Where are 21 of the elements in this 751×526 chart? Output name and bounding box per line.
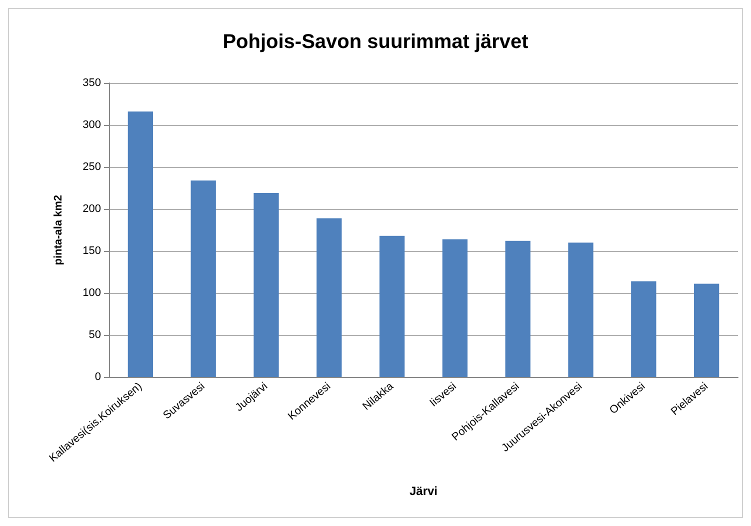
bar: [568, 242, 594, 377]
chart-title: Pohjois-Savon suurimmat järvet: [222, 31, 529, 53]
bar: [128, 112, 154, 377]
bar: [190, 180, 216, 377]
bar: [254, 193, 279, 377]
x-axis-title: Järvi: [409, 484, 438, 498]
y-tick-label: 0: [94, 371, 101, 383]
y-tick-label: 250: [82, 161, 101, 173]
bar: [316, 218, 342, 377]
y-tick-label: 200: [82, 203, 101, 215]
y-tick-label: 300: [82, 119, 101, 131]
y-tick-label: 100: [82, 287, 101, 299]
y-axis-title: pinta-ala km2: [52, 194, 64, 266]
y-tick-label: 150: [82, 245, 101, 257]
bar: [505, 240, 530, 377]
bar: [694, 284, 720, 377]
y-tick-label: 350: [82, 77, 101, 89]
bar: [442, 239, 468, 377]
bar: [379, 236, 405, 377]
bar: [631, 281, 656, 377]
y-tick-label: 50: [88, 329, 101, 341]
